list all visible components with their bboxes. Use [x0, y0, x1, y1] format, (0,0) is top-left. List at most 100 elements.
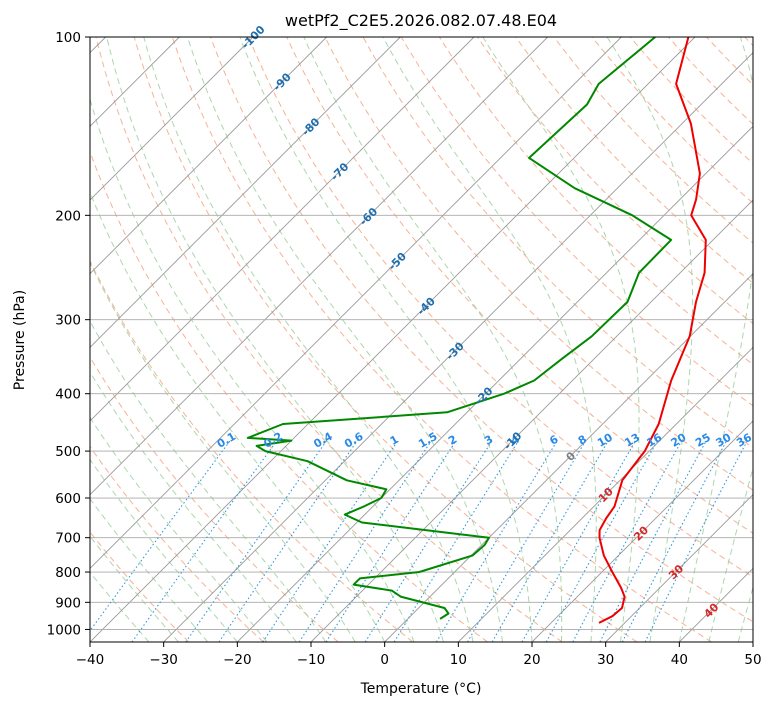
isotherm [752, 641, 753, 642]
moist-adiabat [606, 37, 694, 642]
dry-adiabat [90, 259, 414, 642]
moist-adiabat [187, 37, 503, 642]
dry-adiabat [591, 37, 753, 204]
x-tick-label: −40 [76, 652, 105, 668]
isotherm [458, 346, 753, 642]
y-tick-label: 600 [55, 491, 81, 507]
y-tick-label: 300 [55, 313, 81, 329]
dry-adiabat [515, 37, 753, 284]
isotherm [605, 494, 753, 642]
mixing-ratio-label: 36 [734, 431, 754, 450]
x-tick-label: −30 [149, 652, 178, 668]
isotherm [310, 199, 753, 642]
isotherm-label: -60 [357, 205, 380, 228]
mixing-ratio-line [298, 440, 432, 642]
x-tick-label: 30 [597, 652, 614, 668]
moist-adiabat [90, 497, 209, 642]
isotherm [90, 37, 475, 422]
mixing-ratio-line [325, 440, 457, 642]
mixing-ratio-label: 0.2 [262, 430, 285, 451]
isotherm [237, 125, 753, 642]
dry-adiabat [324, 37, 753, 491]
axes: −40 −30 −20 −10 0 10 20 30 40 5010020030040050060… [47, 30, 762, 668]
mixing-ratio-line [185, 440, 328, 642]
mixing-ratio-label: 0.6 [342, 430, 366, 451]
mixing-ratio-label: 25 [693, 431, 713, 450]
x-tick-label: 20 [523, 652, 540, 668]
plot-area [90, 37, 753, 642]
temperature-profile [598, 37, 707, 624]
isotherm [384, 273, 753, 642]
isotherm-label: -40 [415, 295, 438, 318]
y-tick-label: 500 [55, 444, 81, 460]
moist-adiabat [482, 37, 640, 642]
mixing-ratio-label: 0.1 [215, 430, 238, 451]
moist-adiabat [90, 261, 356, 642]
x-tick-label: 40 [671, 652, 688, 668]
mixing-ratio-line [521, 440, 637, 642]
mixing-ratio-label: 2 [446, 433, 459, 448]
dry-adiabat [248, 37, 753, 578]
mixing-ratio-line [435, 440, 558, 642]
dry-adiabat [90, 356, 339, 642]
moist-adiabat [737, 585, 753, 642]
dry-adiabat [133, 37, 638, 642]
mixing-ratio-label: 20 [669, 431, 689, 450]
moist-adiabat [106, 37, 445, 642]
moist-adiabat [239, 37, 533, 642]
mixing-ratio-line [393, 440, 520, 642]
dry-adiabat [668, 37, 753, 125]
isotherm [163, 52, 753, 642]
x-tick-label: −10 [297, 652, 326, 668]
dry-adiabat [171, 37, 712, 642]
dry-adiabat [744, 37, 753, 47]
mixing-ratio-label: 1.5 [416, 430, 439, 451]
isotherm [90, 37, 696, 642]
isotherm-label: 30 [666, 562, 686, 582]
isotherm [90, 37, 327, 275]
y-tick-label: 200 [55, 208, 81, 224]
y-tick-label: 700 [55, 531, 81, 547]
plot-frame [89, 36, 754, 643]
mixing-ratio-line [364, 440, 493, 642]
mixing-ratio-label: 1 [388, 433, 401, 448]
moist-adiabat [382, 37, 597, 642]
mixing-ratio-line [644, 440, 748, 642]
x-axis-title: Temperature (°C) [360, 681, 482, 697]
dry-adiabat [95, 37, 563, 642]
isotherm-label: -90 [271, 70, 294, 93]
mixing-ratio-line [491, 440, 609, 642]
y-tick-label: 1000 [47, 622, 81, 638]
dry-adiabat [706, 37, 753, 86]
isotherm-label: 40 [701, 600, 721, 620]
mixing-ratio-label: 3 [482, 433, 495, 448]
y-tick-label: 400 [55, 387, 81, 403]
mixing-ratio-label: 10 [595, 431, 615, 450]
mixing-ratio-label: 13 [622, 431, 642, 450]
mixing-ratio-line [545, 440, 659, 642]
moist-adiabat [303, 37, 563, 642]
y-tick-label: 900 [55, 595, 81, 611]
dry-adiabat [90, 445, 264, 642]
isotherm-label: 20 [631, 523, 651, 543]
isotherm [531, 420, 753, 642]
dry-adiabat [90, 531, 190, 642]
isotherm-label: -70 [328, 160, 351, 183]
moist-adiabat [708, 465, 753, 642]
mixing-ratio-label: 30 [714, 431, 734, 450]
isotherm-label: -30 [444, 339, 467, 362]
moist-adiabat [90, 370, 297, 642]
moist-adiabat [90, 190, 386, 642]
x-tick-label: −20 [223, 652, 252, 668]
moist-adiabat [678, 37, 753, 642]
dry-adiabat [90, 150, 488, 642]
isotherm-label: -80 [299, 115, 322, 138]
moist-adiabat [90, 416, 268, 642]
dry-adiabat [286, 37, 753, 534]
isotherm [90, 37, 548, 496]
y-tick-label: 100 [55, 30, 81, 46]
mixing-ratio-line [572, 440, 683, 642]
mixing-ratio-line [467, 440, 587, 642]
isotherm-label: -50 [386, 250, 409, 273]
